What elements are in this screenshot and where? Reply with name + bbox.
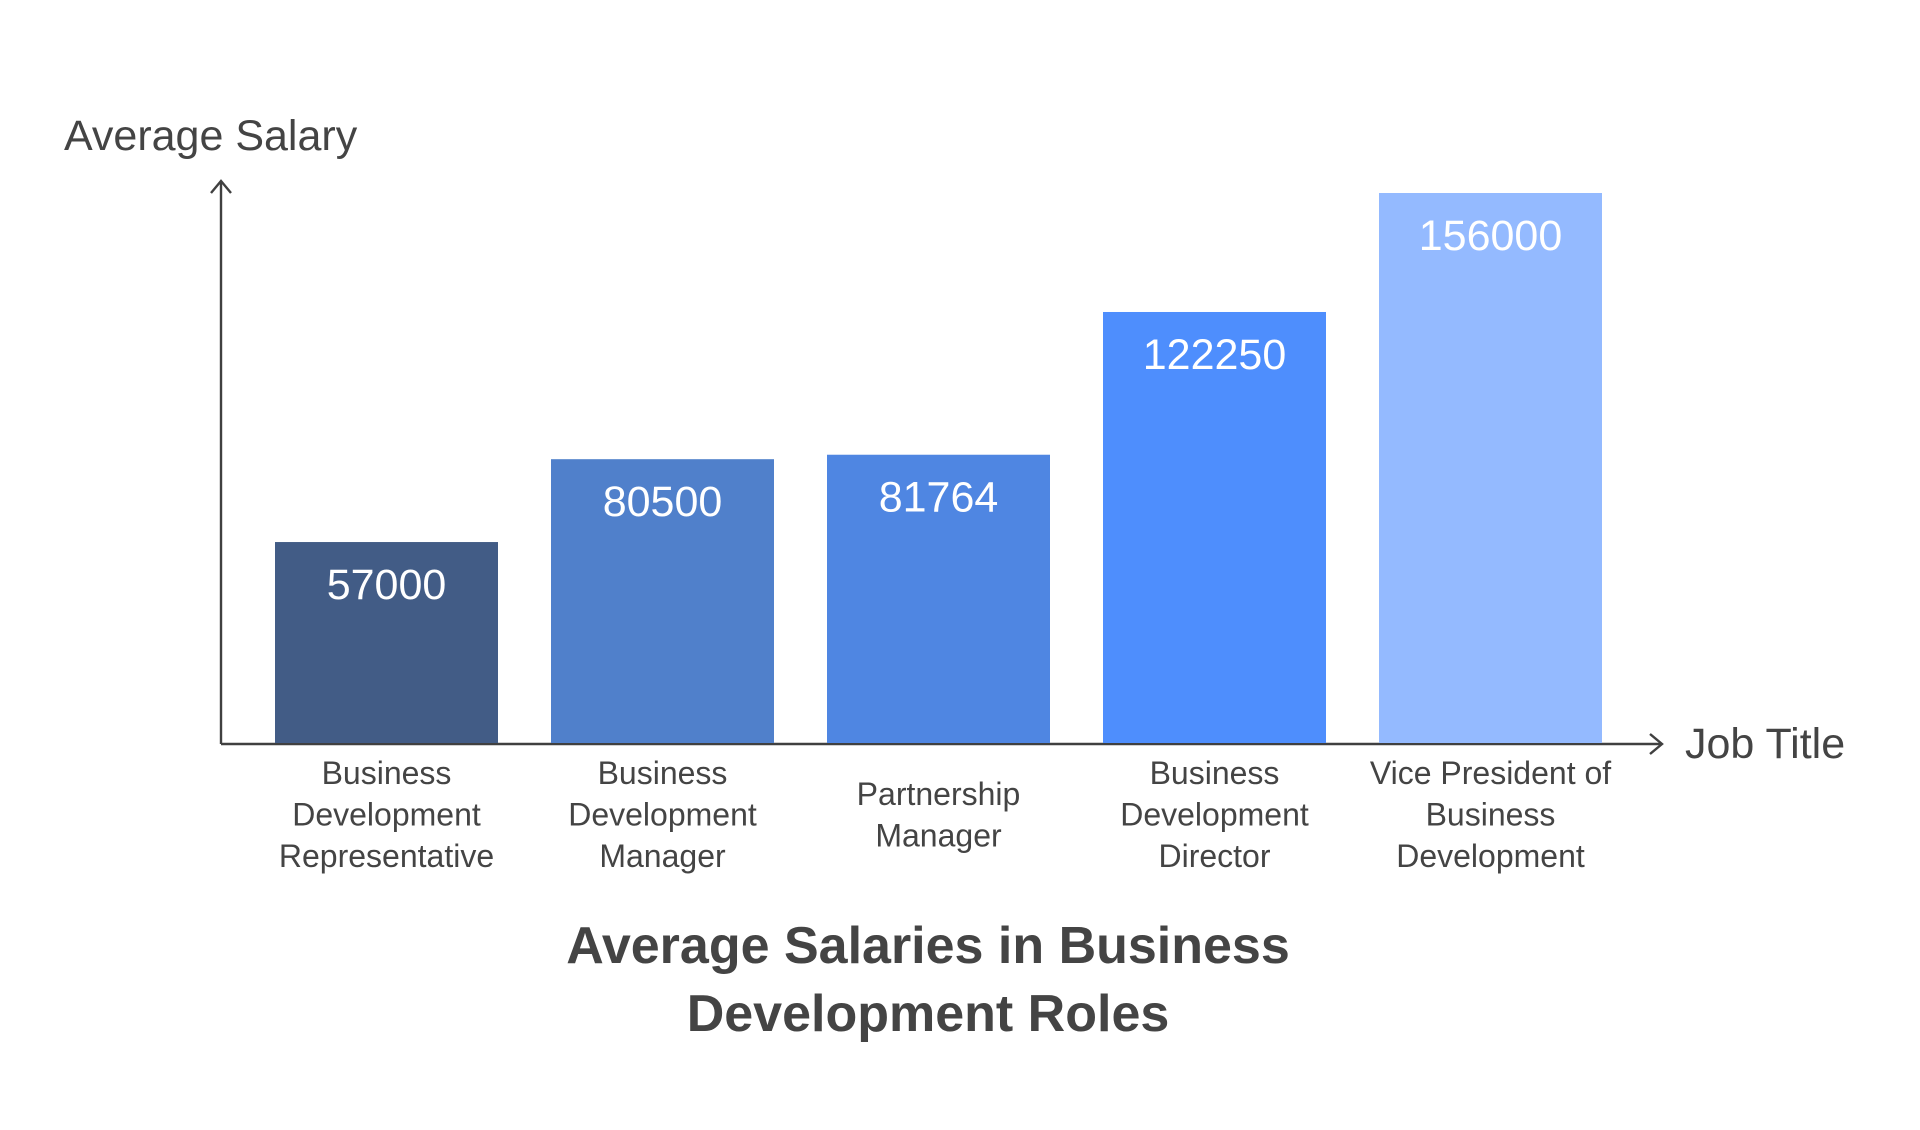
category-label-line: Manager <box>599 838 726 874</box>
category-label-line: Business <box>598 755 728 791</box>
value-label-1: 57000 <box>327 561 447 609</box>
category-label-line: Development <box>1396 838 1585 874</box>
axes-layer: Average Salary Job Title <box>64 112 1845 768</box>
value-label-2: 80500 <box>603 478 723 526</box>
category-label-line: Development <box>1120 797 1309 833</box>
category-label-line: Director <box>1158 838 1270 874</box>
bar-2 <box>551 459 774 743</box>
category-label-line: Business <box>322 755 452 791</box>
chart-title-line: Development Roles <box>687 985 1170 1043</box>
bar-5 <box>1379 193 1602 743</box>
category-label-line: Development <box>292 797 481 833</box>
x-axis-arrow <box>1649 733 1664 755</box>
bar-4 <box>1103 311 1326 743</box>
category-label-2: Business Development Manager <box>568 755 757 874</box>
chart-title-line: Average Salaries in Business <box>566 917 1290 975</box>
bar-1 <box>275 542 498 743</box>
category-label-3: Partnership Manager <box>857 776 1021 854</box>
category-label-1: Business Development Representative <box>279 755 494 874</box>
chart-title: Average Salaries in Business Development … <box>566 917 1290 1043</box>
category-label-line: Partnership <box>857 776 1021 812</box>
category-label-line: Manager <box>875 817 1002 853</box>
category-labels-layer: Business Development RepresentativeBusines… <box>279 755 1611 874</box>
category-label-line: Business <box>1426 797 1556 833</box>
value-label-3: 81764 <box>879 474 999 522</box>
value-label-4: 122250 <box>1143 331 1287 379</box>
category-label-line: Development <box>568 797 757 833</box>
category-label-line: Vice President of <box>1370 755 1611 791</box>
x-axis-label: Job Title <box>1685 720 1845 768</box>
y-axis-label: Average Salary <box>64 112 358 160</box>
bars-layer <box>275 193 1602 743</box>
y-axis-arrow <box>210 179 232 194</box>
value-labels-layer: 57000 80500 81764 122250 156000 <box>327 212 1563 609</box>
category-label-line: Representative <box>279 838 494 874</box>
category-label-5: Vice President of Business Development <box>1370 755 1611 874</box>
category-label-line: Business <box>1150 755 1280 791</box>
category-label-4: Business Development Director <box>1120 755 1309 874</box>
bar-3 <box>827 454 1050 743</box>
value-label-5: 156000 <box>1419 212 1563 260</box>
